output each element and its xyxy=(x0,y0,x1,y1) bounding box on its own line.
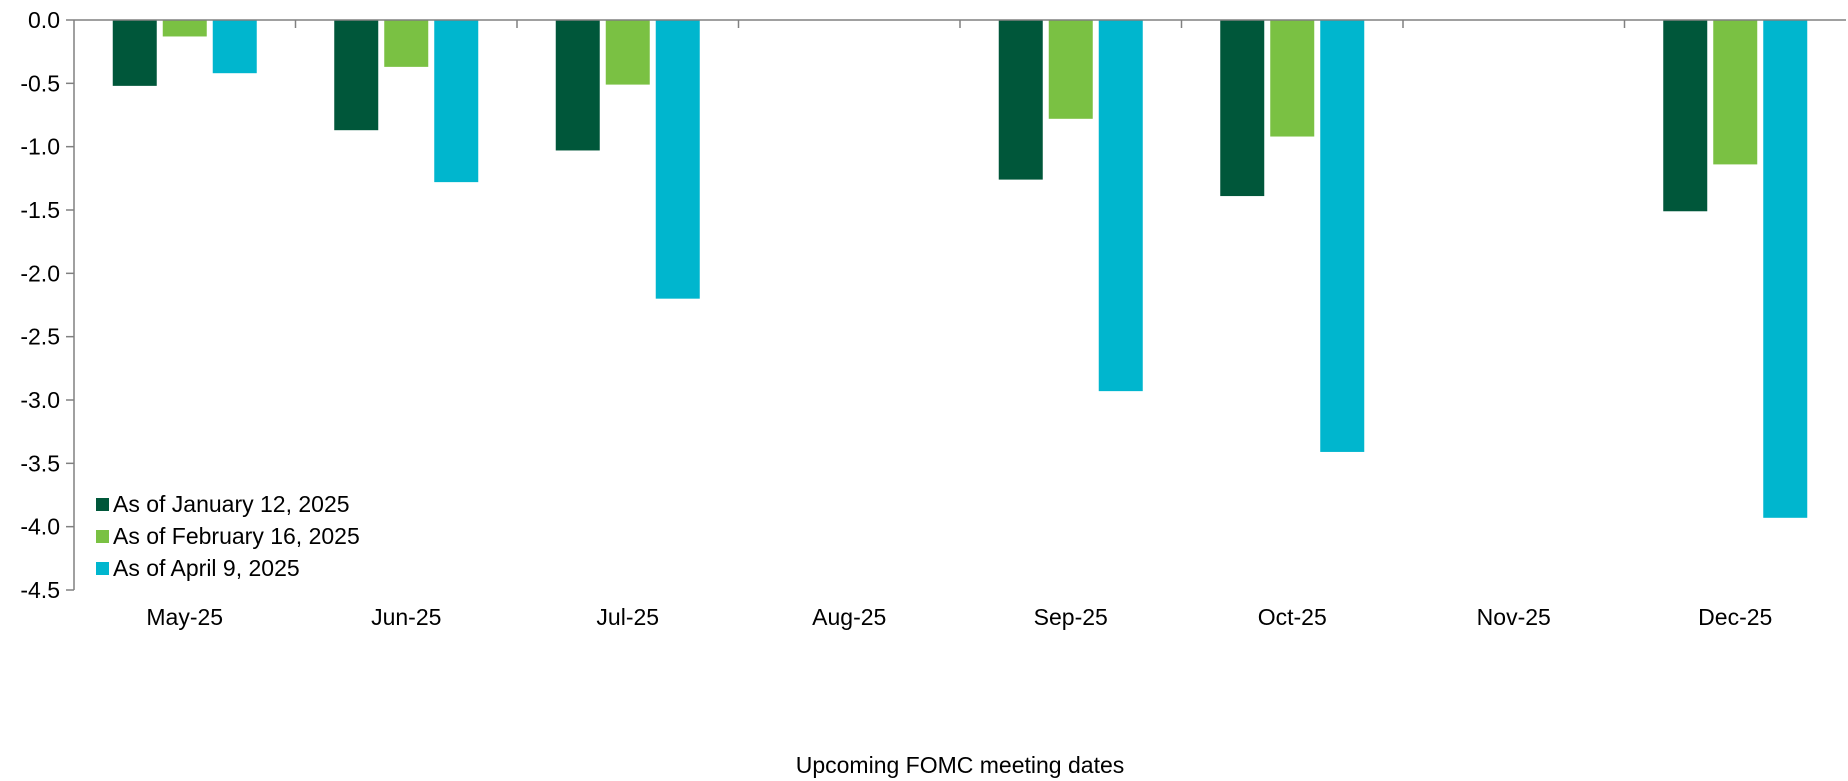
bar-as-of-february-16-2025-may-25 xyxy=(162,20,207,37)
y-tick-label: -1.5 xyxy=(20,197,60,223)
legend-item: As of January 12, 2025 xyxy=(96,491,350,517)
y-tick-label: -2.5 xyxy=(20,324,60,350)
bar-as-of-january-12-2025-sep-25 xyxy=(998,20,1043,180)
legend-label: As of April 9, 2025 xyxy=(113,555,300,581)
y-tick-label: -0.5 xyxy=(20,70,60,96)
bar-as-of-april-9-2025-may-25 xyxy=(212,20,257,74)
legend-swatch xyxy=(96,562,109,575)
bar-as-of-february-16-2025-dec-25 xyxy=(1713,20,1758,165)
y-tick-label: 0.0 xyxy=(28,7,60,33)
x-tick-label: Aug-25 xyxy=(812,604,886,630)
y-tick-label: -3.5 xyxy=(20,450,60,476)
x-tick-label: Sep-25 xyxy=(1034,604,1108,630)
x-axis-ticks: May-25 Jun-25 Jul-25 Aug-25 Sep-25 Oct-25 Nov-… xyxy=(146,20,1772,630)
x-tick-label: Oct-25 xyxy=(1258,604,1327,630)
y-tick-label: -4.5 xyxy=(20,577,60,603)
legend: As of January 12, 2025 As of February 16,… xyxy=(96,491,360,581)
legend-swatch xyxy=(96,498,109,511)
y-tick-label: -1.0 xyxy=(20,134,60,160)
x-tick-label: Nov-25 xyxy=(1477,604,1551,630)
bars-layer xyxy=(112,20,1808,518)
bar-as-of-february-16-2025-oct-25 xyxy=(1270,20,1315,137)
bar-as-of-april-9-2025-jul-25 xyxy=(655,20,700,299)
bar-as-of-april-9-2025-dec-25 xyxy=(1763,20,1808,518)
bar-as-of-february-16-2025-jul-25 xyxy=(605,20,650,85)
x-axis-title: Upcoming FOMC meeting dates xyxy=(796,752,1125,778)
bar-as-of-january-12-2025-jul-25 xyxy=(555,20,600,151)
y-tick-label: -3.0 xyxy=(20,387,60,413)
bar-as-of-april-9-2025-jun-25 xyxy=(434,20,479,183)
bar-as-of-april-9-2025-oct-25 xyxy=(1320,20,1365,452)
bar-as-of-january-12-2025-jun-25 xyxy=(334,20,379,131)
legend-item: As of April 9, 2025 xyxy=(96,555,300,581)
bar-as-of-january-12-2025-may-25 xyxy=(112,20,157,86)
legend-item: As of February 16, 2025 xyxy=(96,523,360,549)
bar-as-of-february-16-2025-sep-25 xyxy=(1048,20,1093,119)
x-tick-label: May-25 xyxy=(146,604,223,630)
bar-as-of-january-12-2025-oct-25 xyxy=(1220,20,1265,197)
bar-as-of-february-16-2025-jun-25 xyxy=(384,20,429,67)
legend-swatch xyxy=(96,530,109,543)
y-tick-label: -2.0 xyxy=(20,260,60,286)
y-tick-label: -4.0 xyxy=(20,514,60,540)
x-tick-label: Jul-25 xyxy=(596,604,659,630)
legend-label: As of January 12, 2025 xyxy=(113,491,350,517)
x-tick-label: Jun-25 xyxy=(371,604,441,630)
x-tick-label: Dec-25 xyxy=(1698,604,1772,630)
legend-label: As of February 16, 2025 xyxy=(113,523,360,549)
y-axis-ticks: 0.0 -0.5 -1.0 -1.5 -2.0 -2.5 -3.0 -3.5 -4.0 -4.5 xyxy=(20,7,74,603)
bar-as-of-april-9-2025-sep-25 xyxy=(1098,20,1143,392)
bar-as-of-january-12-2025-dec-25 xyxy=(1663,20,1708,212)
